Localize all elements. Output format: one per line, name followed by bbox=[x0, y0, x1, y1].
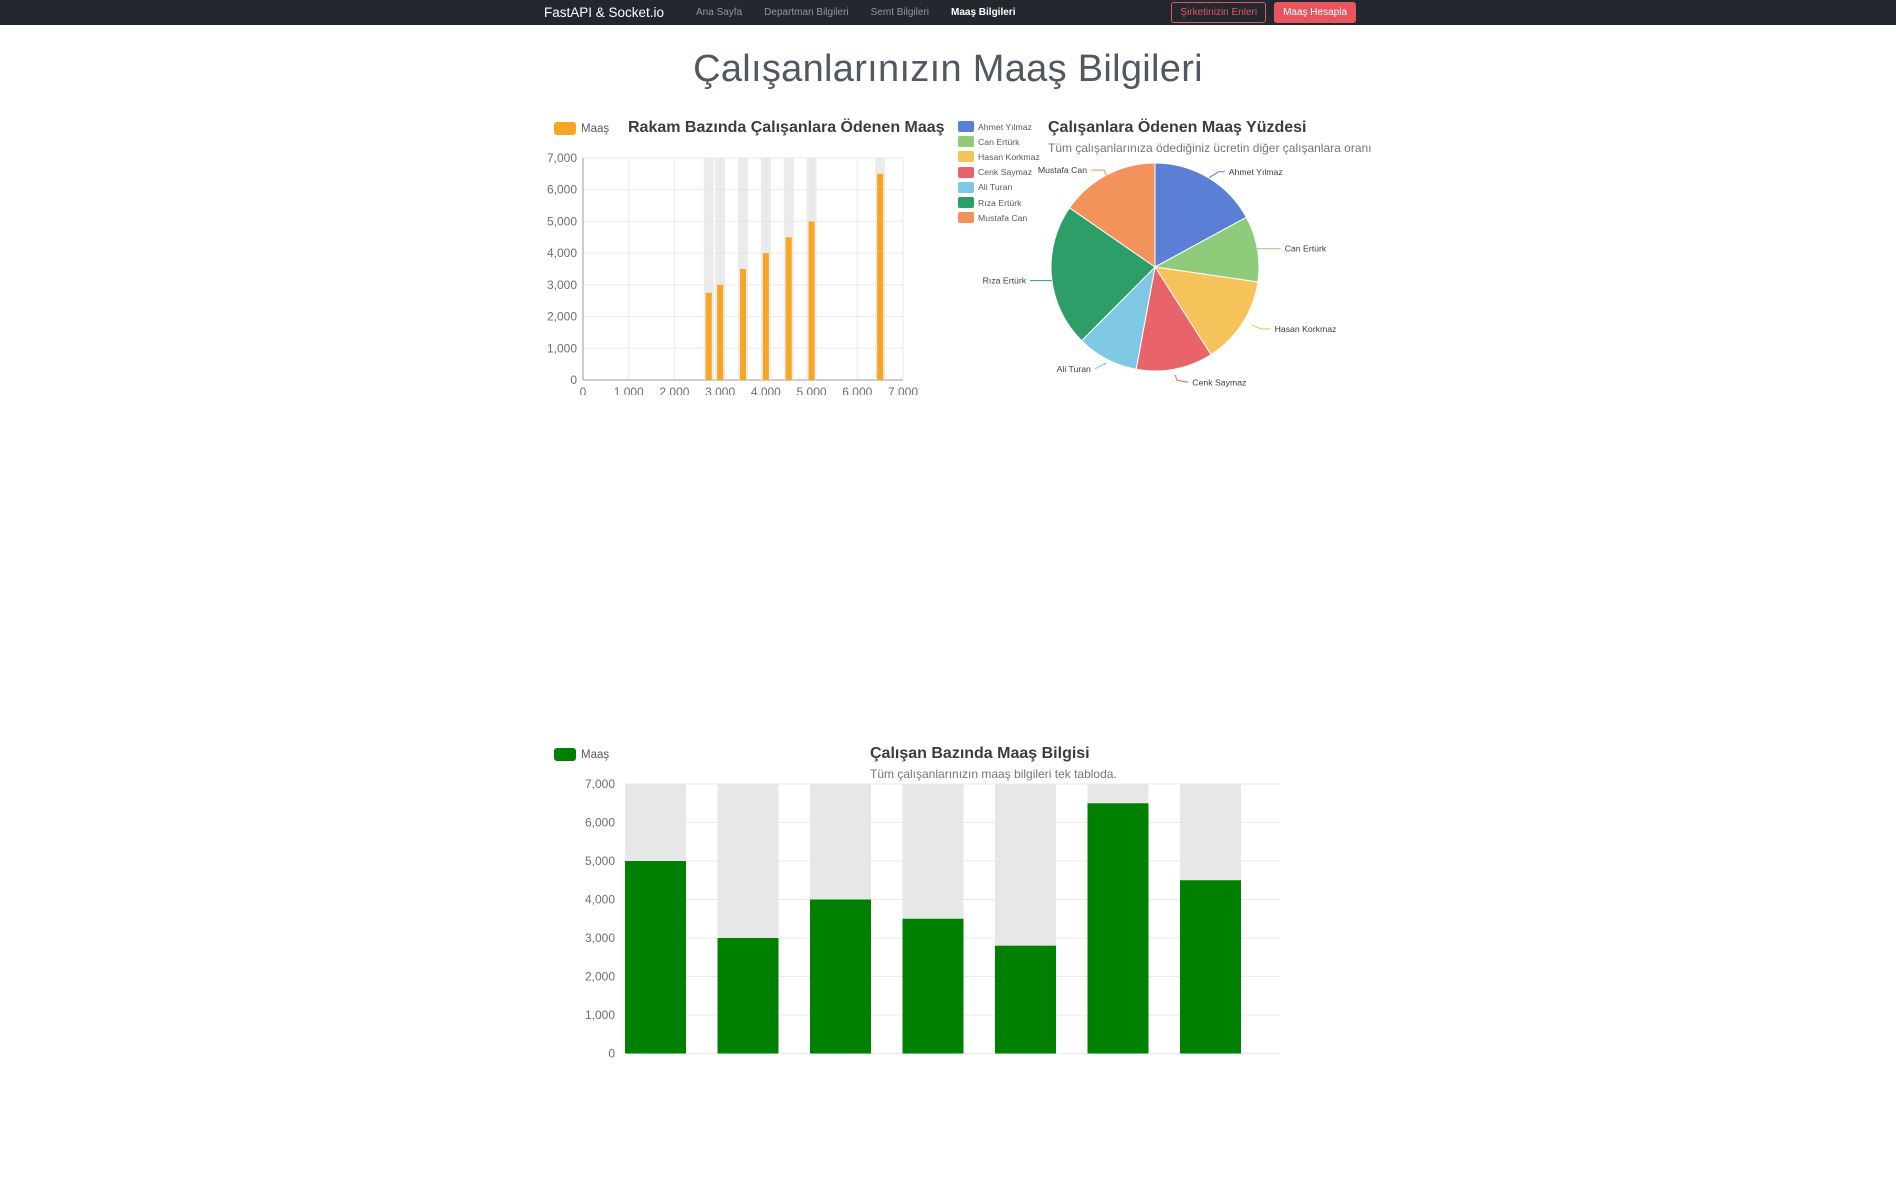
svg-text:4,000: 4,000 bbox=[547, 246, 577, 260]
svg-text:Ahmet Yılmaz: Ahmet Yılmaz bbox=[1229, 167, 1283, 177]
svg-text:7,000: 7,000 bbox=[888, 385, 918, 395]
svg-text:Cenk Saymaz: Cenk Saymaz bbox=[1192, 377, 1246, 387]
svg-text:1,000: 1,000 bbox=[614, 385, 644, 395]
svg-text:Ali Turan: Ali Turan bbox=[1057, 364, 1091, 374]
svg-text:5,000: 5,000 bbox=[547, 214, 577, 228]
svg-text:7,000: 7,000 bbox=[547, 151, 577, 165]
svg-text:7,000: 7,000 bbox=[585, 777, 615, 791]
svg-text:0: 0 bbox=[608, 1047, 615, 1061]
svg-text:Hasan Korkmaz: Hasan Korkmaz bbox=[1275, 324, 1337, 334]
svg-text:5,000: 5,000 bbox=[585, 854, 615, 868]
svg-text:6,000: 6,000 bbox=[547, 183, 577, 197]
svg-text:2,000: 2,000 bbox=[585, 970, 615, 984]
svg-text:1,000: 1,000 bbox=[547, 341, 577, 355]
svg-text:5,000: 5,000 bbox=[797, 385, 827, 395]
svg-text:3,000: 3,000 bbox=[705, 385, 735, 395]
svg-text:4,000: 4,000 bbox=[585, 893, 615, 907]
svg-text:0: 0 bbox=[570, 373, 577, 387]
svg-text:Can Ertürk: Can Ertürk bbox=[1285, 244, 1327, 254]
svg-text:3,000: 3,000 bbox=[585, 931, 615, 945]
svg-text:Mustafa Can: Mustafa Can bbox=[1038, 165, 1087, 175]
svg-text:Rıza Ertürk: Rıza Ertürk bbox=[983, 276, 1027, 286]
svg-text:6,000: 6,000 bbox=[842, 385, 872, 395]
svg-text:4,000: 4,000 bbox=[751, 385, 781, 395]
svg-text:2,000: 2,000 bbox=[547, 310, 577, 324]
svg-text:6,000: 6,000 bbox=[585, 816, 615, 830]
svg-text:3,000: 3,000 bbox=[547, 278, 577, 292]
svg-text:2,000: 2,000 bbox=[659, 385, 689, 395]
svg-text:1,000: 1,000 bbox=[585, 1008, 615, 1022]
svg-text:0: 0 bbox=[580, 385, 587, 395]
